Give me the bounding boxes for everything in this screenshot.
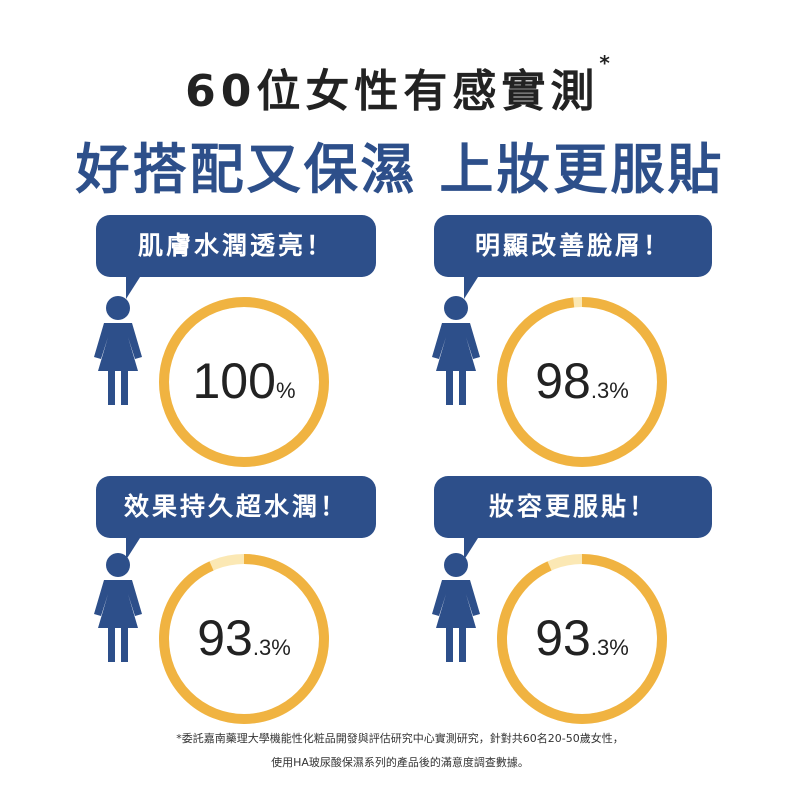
stat-label-2: 明顯改善脫屑！ — [474, 231, 671, 260]
page-title: 60位女性有感實測* — [0, 51, 800, 119]
title-text: 60位女性有感實測 — [185, 66, 600, 117]
svg-text:93.3%: 93.3% — [535, 610, 629, 666]
stat-label-4: 妝容更服貼！ — [488, 492, 657, 521]
stat-ring-4: 93.3% — [497, 554, 667, 724]
stat-bubble-2: 明顯改善脫屑！ — [434, 215, 712, 299]
stat-value-2: 98 — [535, 353, 591, 409]
bubble-tail — [464, 538, 478, 560]
svg-text:98.3%: 98.3% — [535, 353, 629, 409]
page-subtitle: 好搭配又保濕 上妝更服貼 — [75, 138, 725, 201]
stat-ring-1: 100% — [159, 297, 329, 467]
stat-unit-4: .3% — [591, 635, 629, 660]
person-icon — [432, 553, 480, 662]
stat-unit-1: % — [276, 378, 296, 403]
bubble-tail — [126, 277, 140, 299]
stat-value-1: 100 — [193, 353, 276, 409]
stat-label-1: 肌膚水潤透亮！ — [137, 231, 334, 260]
footnote-line-1: *委託嘉南藥理大學機能性化粧品開發與評估研究中心實測研究，針對共60名20-50… — [176, 732, 624, 745]
stat-bubble-4: 妝容更服貼！ — [434, 476, 712, 560]
person-icon — [94, 296, 142, 405]
svg-text:93.3%: 93.3% — [197, 610, 291, 666]
stat-ring-2: 98.3% — [497, 297, 667, 467]
stat-unit-2: .3% — [591, 378, 629, 403]
stat-bubble-3: 效果持久超水潤！ — [96, 476, 376, 560]
stat-value-3: 93 — [197, 610, 253, 666]
bubble-tail — [126, 538, 140, 560]
stat-label-3: 效果持久超水潤！ — [123, 492, 348, 521]
svg-text:100%: 100% — [193, 353, 296, 409]
person-icon — [94, 553, 142, 662]
stat-value-4: 93 — [535, 610, 591, 666]
bubble-tail — [464, 277, 478, 299]
person-icon — [432, 296, 480, 405]
stat-ring-3: 93.3% — [159, 554, 329, 724]
title-footnote-mark: * — [599, 51, 615, 75]
footnote-line-2: 使用HA玻尿酸保濕系列的產品後的滿意度調查數據。 — [271, 756, 529, 769]
stat-unit-3: .3% — [253, 635, 291, 660]
stat-bubble-1: 肌膚水潤透亮！ — [96, 215, 376, 299]
footnote: *委託嘉南藥理大學機能性化粧品開發與評估研究中心實測研究，針對共60名20-50… — [0, 727, 800, 775]
